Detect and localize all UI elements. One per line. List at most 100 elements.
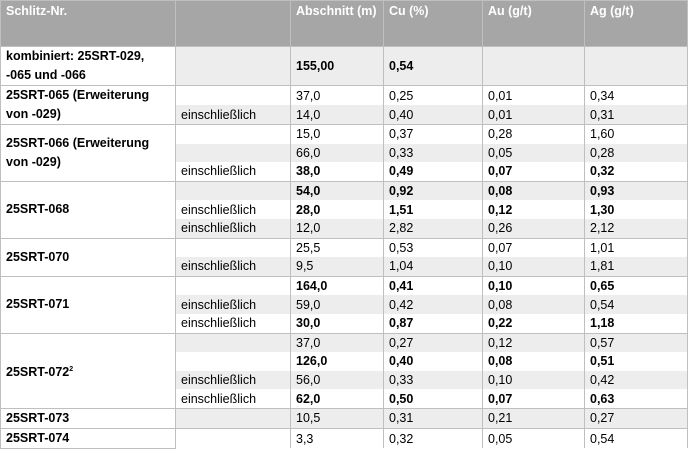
cu-cell: 0,54	[383, 46, 483, 86]
table-row: einschließlich 9,5 1,04 0,10 1,81	[1, 257, 688, 277]
slot-id: kombiniert: 25SRT-029, -065 und -066	[0, 46, 176, 86]
cu-cell: 0,40	[383, 352, 483, 371]
slot-label: 25SRT-068	[6, 202, 70, 217]
table-row: einschließlich 28,0 1,51 0,12 1,30	[1, 200, 688, 219]
ag-cell: 0,32	[584, 162, 688, 182]
au-cell: 0,10	[482, 275, 585, 296]
abschnitt-cell: 37,0	[290, 332, 384, 353]
au-cell: 0,01	[482, 85, 585, 105]
ag-cell: 0,65	[584, 275, 688, 296]
cu-cell: 0,27	[383, 332, 483, 353]
ag-cell: 1,60	[584, 123, 688, 144]
slot-id: 25SRT-070	[0, 237, 176, 277]
header-row: Schlitz-Nr. Abschnitt (m) Cu (%) Au (g/t…	[0, 0, 688, 47]
abschnitt-cell: 38,0	[290, 162, 384, 182]
au-cell	[482, 46, 585, 86]
ag-cell: 0,34	[584, 85, 688, 105]
qualifier-cell	[175, 46, 291, 86]
qualifier-cell: einschließlich	[175, 313, 291, 334]
cu-cell: 0,87	[383, 313, 483, 334]
slot-label: 25SRT-072	[6, 364, 70, 379]
cu-cell: 2,82	[383, 218, 483, 239]
qualifier-cell: einschließlich	[175, 162, 291, 182]
cu-cell: 0,32	[383, 427, 483, 449]
qualifier-cell	[175, 85, 291, 105]
abschnitt-cell: 15,0	[290, 123, 384, 144]
table-row: einschließlich 14,0 0,40 0,01 0,31	[1, 105, 688, 125]
au-cell: 0,21	[482, 407, 585, 429]
qualifier-cell	[175, 332, 291, 353]
abschnitt-cell: 37,0	[290, 85, 384, 105]
qualifier-cell	[175, 427, 291, 449]
ag-cell: 0,31	[584, 105, 688, 125]
table-row: 25SRT-071 164,0 0,41 0,10 0,65	[0, 275, 688, 334]
header-cell: Abschnitt (m)	[290, 0, 384, 47]
cu-cell: 0,33	[383, 370, 483, 390]
slot-id: 25SRT-066 (Erweiterung von -029)	[0, 124, 176, 182]
header-cell: Au (g/t)	[482, 0, 585, 47]
table-row: 25SRT-066 (Erweiterung von -029) 15,0 0,37…	[0, 123, 688, 182]
abschnitt-cell: 28,0	[290, 200, 384, 219]
abschnitt-cell: 25,5	[290, 237, 384, 258]
table-row: einschließlich 12,0 2,82 0,26 2,12	[1, 218, 688, 239]
abschnitt-cell: 12,0	[290, 218, 384, 239]
slot-label: 25SRT-066 (Erweiterung von -029)	[6, 135, 150, 169]
ag-cell: 0,93	[584, 180, 688, 201]
au-cell: 0,28	[482, 123, 585, 144]
cu-cell: 0,49	[383, 162, 483, 182]
cu-cell: 0,37	[383, 123, 483, 144]
au-cell: 0,05	[482, 427, 585, 449]
cu-cell: 1,51	[383, 200, 483, 219]
au-cell: 0,07	[482, 162, 585, 182]
abschnitt-cell: 164,0	[290, 275, 384, 296]
table-row: 25SRT-073 10,5 0,31 0,21 0,27	[0, 407, 688, 429]
qualifier-cell	[175, 143, 291, 163]
abschnitt-cell: 3,3	[290, 427, 384, 449]
table-row: 25SRT-070 25,5 0,53 0,07 1,01	[0, 237, 688, 277]
table-row: einschließlich 62,0 0,50 0,07 0,63	[1, 389, 688, 409]
au-cell: 0,01	[482, 105, 585, 125]
ag-cell: 0,51	[584, 352, 688, 371]
abschnitt-cell: 56,0	[290, 370, 384, 390]
slot-id: 25SRT-071	[0, 275, 176, 334]
abschnitt-cell: 66,0	[290, 143, 384, 163]
qualifier-cell: einschließlich	[175, 200, 291, 219]
qualifier-cell	[175, 180, 291, 201]
cu-cell: 0,33	[383, 143, 483, 163]
qualifier-cell: einschließlich	[175, 389, 291, 409]
slot-id: 25SRT-068	[0, 180, 176, 239]
table-row: einschließlich 59,0 0,42 0,08 0,54	[1, 295, 688, 314]
table-row: 126,0 0,40 0,08 0,51	[1, 352, 688, 371]
ag-cell: 1,81	[584, 257, 688, 277]
table-row: einschließlich 56,0 0,33 0,10 0,42	[1, 370, 688, 390]
header-cell	[175, 0, 291, 47]
qualifier-cell	[175, 407, 291, 429]
qualifier-cell: einschließlich	[175, 295, 291, 314]
ag-cell: 1,01	[584, 237, 688, 258]
table-row: 25SRT-065 (Erweiterung von -029) 37,0 0,25…	[0, 85, 688, 125]
slot-label: 25SRT-070	[6, 249, 70, 264]
table-row: 66,0 0,33 0,05 0,28	[1, 143, 688, 163]
abschnitt-cell: 62,0	[290, 389, 384, 409]
slot-id: 25SRT-074	[0, 427, 176, 449]
slot-label: kombiniert: 25SRT-029, -065 und -066	[6, 49, 145, 82]
abschnitt-cell: 59,0	[290, 295, 384, 314]
au-cell: 0,22	[482, 313, 585, 334]
ag-cell: 0,54	[584, 427, 688, 449]
qualifier-cell	[175, 123, 291, 144]
cu-cell: 0,40	[383, 105, 483, 125]
table-row: kombiniert: 25SRT-029, -065 und -066 155,…	[0, 46, 688, 86]
abschnitt-cell: 14,0	[290, 105, 384, 125]
qualifier-cell: einschließlich	[175, 105, 291, 125]
cu-cell: 1,04	[383, 257, 483, 277]
qualifier-cell: einschließlich	[175, 257, 291, 277]
au-cell: 0,05	[482, 143, 585, 163]
ag-cell: 0,42	[584, 370, 688, 390]
au-cell: 0,08	[482, 180, 585, 201]
cu-cell: 0,42	[383, 295, 483, 314]
ag-cell: 2,12	[584, 218, 688, 239]
ag-cell: 0,27	[584, 407, 688, 429]
table-row: 25SRT-0722 37,0 0,27 0,12 0,57	[0, 332, 688, 409]
